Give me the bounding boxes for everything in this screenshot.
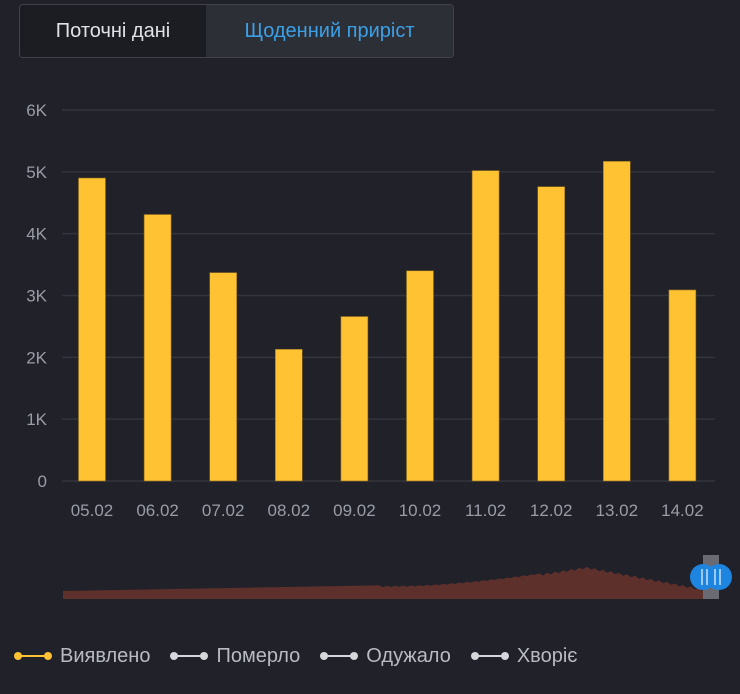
legend-line-icon — [14, 650, 52, 662]
legend-label: Одужало — [366, 644, 451, 667]
bar[interactable] — [406, 270, 434, 482]
x-tick-label: 05.02 — [71, 501, 114, 520]
legend-item-deaths[interactable]: Померло — [170, 645, 300, 668]
y-tick-label: 3K — [26, 287, 47, 306]
x-tick-label: 12.02 — [530, 501, 573, 520]
x-tick-label: 13.02 — [596, 501, 639, 520]
grip-line-icon — [701, 569, 703, 585]
y-tick-label: 5K — [26, 163, 47, 182]
bar[interactable] — [143, 214, 172, 482]
bar[interactable] — [274, 348, 303, 482]
legend-line-icon — [170, 650, 209, 662]
legend-item-sick[interactable]: Хворіє — [470, 644, 578, 668]
y-tick-label: 2K — [26, 348, 47, 367]
legend-label: Померло — [216, 644, 301, 667]
legend-item-recovered[interactable]: Одужало — [320, 645, 451, 668]
x-tick-label: 10.02 — [399, 501, 442, 520]
navigator-selection-handle[interactable] — [703, 555, 719, 599]
legend-item-detected[interactable]: Виявлено — [14, 645, 150, 668]
x-tick-label: 06.02 — [136, 501, 179, 520]
y-tick-label: 1K — [26, 410, 47, 429]
bar[interactable] — [209, 272, 237, 482]
legend-label: Хворіє — [516, 644, 578, 667]
y-tick-label: 4K — [26, 225, 47, 244]
navigator-area — [63, 566, 705, 599]
x-tick-label: 07.02 — [202, 501, 245, 520]
bar[interactable] — [78, 177, 106, 482]
view-tabs: Поточні дані Щоденний приріст — [19, 4, 454, 58]
legend-line-icon — [320, 650, 359, 662]
legend-line-icon — [470, 650, 509, 662]
bar[interactable] — [602, 161, 631, 482]
y-tick-label: 6K — [26, 101, 47, 120]
bar[interactable] — [537, 186, 566, 482]
bar[interactable] — [668, 289, 697, 482]
bar[interactable] — [471, 170, 500, 482]
y-tick-label: 0 — [38, 472, 47, 491]
navigator-grip-right-icon[interactable] — [706, 564, 732, 590]
x-tick-label: 14.02 — [661, 501, 704, 520]
chart-legend: Виявлено Померло Одужало Хворіє — [14, 643, 597, 669]
x-tick-label: 09.02 — [333, 501, 376, 520]
bar[interactable] — [340, 316, 369, 482]
x-tick-label: 11.02 — [465, 501, 506, 520]
x-tick-label: 08.02 — [268, 501, 311, 520]
grip-line-icon — [719, 569, 721, 585]
legend-label: Виявлено — [60, 644, 151, 667]
grip-line-icon — [714, 569, 716, 585]
grip-line-icon — [706, 569, 708, 585]
tab-current-data[interactable]: Поточні дані — [20, 5, 206, 57]
tab-daily-growth[interactable]: Щоденний приріст — [206, 5, 453, 57]
navigator-grip-left-icon[interactable] — [690, 564, 716, 590]
